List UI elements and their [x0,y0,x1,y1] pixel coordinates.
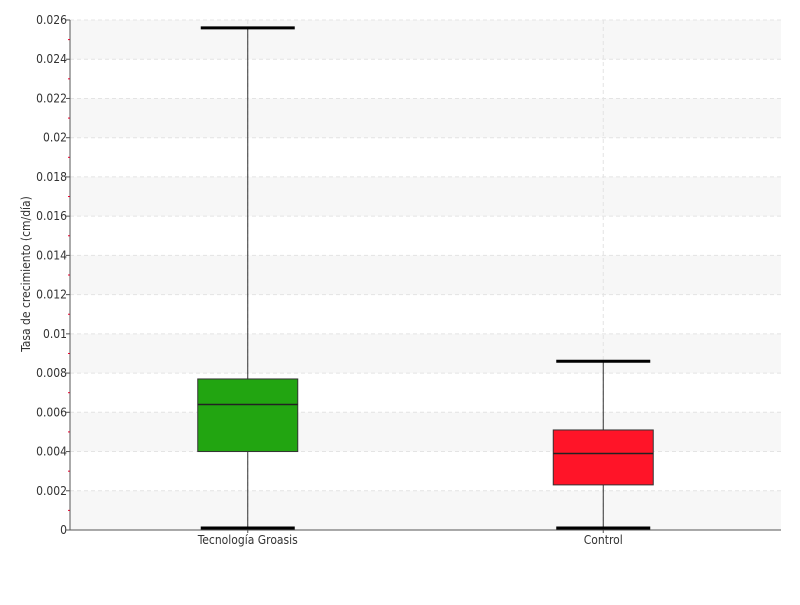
x-tick-labels: Tecnología Groasis Control [197,533,623,547]
y-tick-label: 0.02 [43,131,67,145]
y-tick-label: 0.026 [36,13,67,27]
plot-band [70,490,781,530]
y-tick-label: 0.002 [36,484,67,498]
box-iqr [552,429,654,486]
y-tick-label: 0.004 [36,445,67,459]
plot-band [70,255,781,295]
y-tick-label: 0.016 [36,209,67,223]
y-tick-label: 0.008 [36,366,67,380]
y-tick-label: 0.018 [36,170,67,184]
y-tick-label: 0.024 [36,52,67,66]
y-tick-label: 0.01 [43,327,67,341]
x-tick-label: Tecnología Groasis [197,533,298,547]
y-tick-label: 0.022 [36,91,67,105]
box-group [552,359,654,530]
y-tick-label: 0.012 [36,288,67,302]
y-tick-label: 0.006 [36,405,67,419]
y-tick-label: 0.014 [36,248,67,262]
y-tick-labels: 0 0.002 0.004 0.006 0.008 0.01 0.012 0.014 0.016… [36,13,67,537]
plot-band [70,333,781,374]
box-group [197,26,299,530]
plot-band [70,20,781,60]
plot-bands [70,20,781,530]
plot-band [70,412,781,452]
x-tick-label: Control [584,533,623,547]
y-tick-label: 0 [60,523,67,537]
y-axis-label: Tasa de crecimiento (cm/día) [19,196,33,353]
axes [66,19,781,533]
boxes [197,26,654,530]
plot-band [70,98,781,138]
plot-band [70,176,781,217]
box-iqr [197,378,299,453]
